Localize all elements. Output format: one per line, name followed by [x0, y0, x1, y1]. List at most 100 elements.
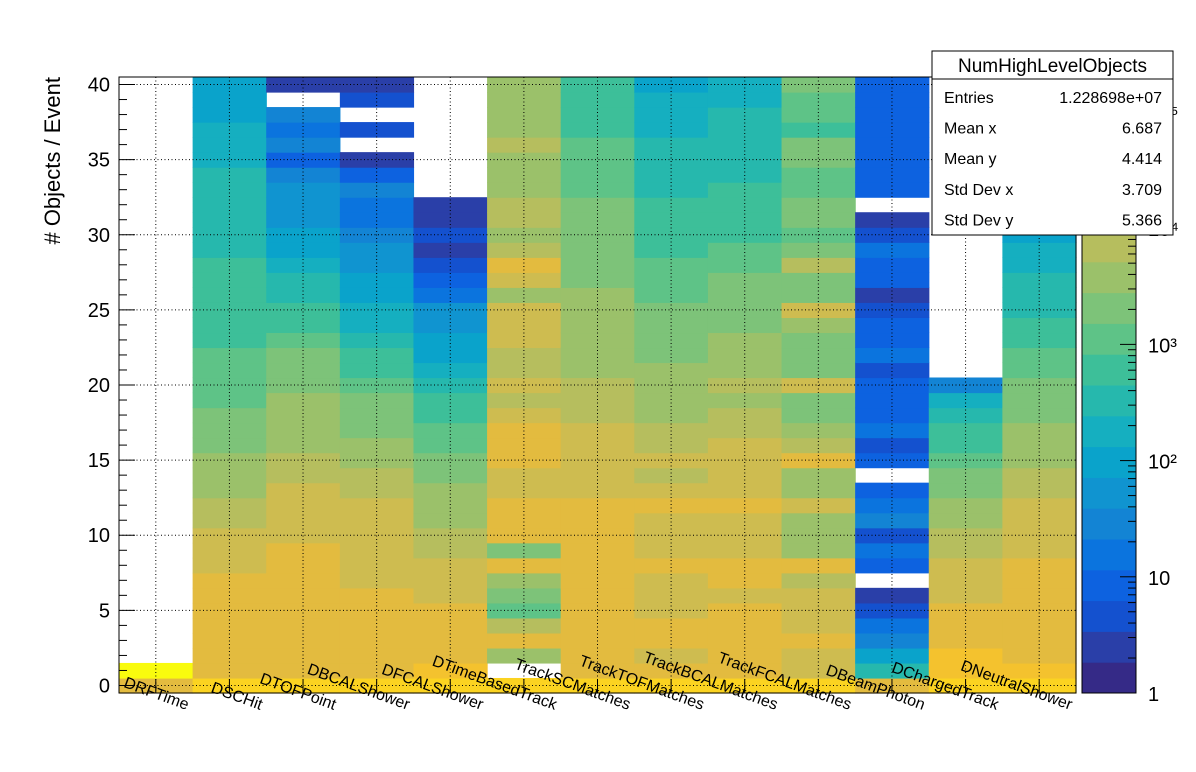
heatmap-cell — [266, 392, 341, 409]
heatmap-cell — [560, 287, 635, 303]
heatmap-cell — [855, 392, 930, 409]
heatmap-cell — [119, 662, 194, 679]
stats-row-value: 6.687 — [1122, 121, 1162, 138]
heatmap-cell — [487, 647, 562, 664]
heatmap-cell — [1002, 362, 1077, 379]
palette-segment — [1082, 323, 1136, 355]
heatmap-cell — [634, 602, 709, 619]
heatmap-cell — [707, 512, 783, 529]
heatmap-cell — [1002, 242, 1077, 258]
heatmap-cell — [928, 512, 1003, 529]
heatmap-cell — [634, 302, 709, 318]
heatmap-cell — [487, 392, 562, 409]
heatmap-cell — [855, 647, 930, 664]
palette-tick-label: 10 — [1148, 568, 1170, 590]
heatmap-cell — [707, 557, 783, 574]
stats-box: NumHighLevelObjects Entries 1.228698e+07 M… — [931, 50, 1174, 236]
heatmap-cell — [192, 167, 267, 183]
heatmap-cell — [781, 557, 856, 574]
heatmap-cell — [192, 467, 267, 484]
heatmap-cell — [1002, 662, 1077, 679]
heatmap-cell — [707, 617, 783, 634]
heatmap-cell — [634, 497, 709, 514]
heatmap-cell — [855, 287, 930, 303]
heatmap-cell — [487, 92, 562, 108]
heatmap-cell — [266, 467, 341, 484]
heatmap-cell — [266, 302, 341, 318]
heatmap-cell — [634, 422, 709, 439]
heatmap-cell — [339, 617, 415, 634]
heatmap-cell — [928, 602, 1003, 619]
heatmap-cell — [560, 392, 635, 409]
heatmap-cell — [339, 302, 415, 318]
heatmap-cell — [634, 392, 709, 409]
heatmap-cell — [634, 407, 709, 424]
heatmap-cell — [487, 542, 562, 559]
stats-row-value: 5.366 — [1122, 212, 1162, 229]
heatmap-cell — [634, 362, 709, 379]
palette-segment — [1082, 231, 1136, 263]
heatmap-cell — [855, 422, 930, 439]
heatmap-cell — [192, 662, 267, 679]
heatmap-cell — [487, 317, 562, 334]
heatmap-cell — [781, 137, 856, 153]
heatmap-cell — [634, 167, 709, 183]
heatmap-cell — [707, 407, 783, 424]
heatmap-cell — [413, 452, 488, 469]
heatmap-cell — [781, 92, 856, 108]
heatmap-cell — [487, 287, 562, 303]
heatmap-cell — [1002, 407, 1077, 424]
heatmap-cell — [560, 662, 635, 679]
heatmap-cell — [192, 107, 267, 123]
heatmap-cell — [928, 647, 1003, 664]
heatmap-cell — [560, 302, 635, 318]
heatmap-cell — [928, 422, 1003, 439]
heatmap-cell — [339, 167, 415, 183]
heatmap-cell — [339, 452, 415, 469]
heatmap-cell — [487, 467, 562, 484]
heatmap-cell — [855, 662, 930, 679]
heatmap-cell — [707, 212, 783, 228]
heatmap-cell — [266, 242, 341, 258]
heatmap-cell — [413, 602, 488, 619]
heatmap-cell — [855, 212, 930, 228]
heatmap-cell — [855, 107, 930, 123]
heatmap-cell — [634, 197, 709, 213]
heatmap-cell — [855, 617, 930, 634]
heatmap-cell — [266, 107, 341, 123]
heatmap-cell — [192, 257, 267, 273]
heatmap-cell — [634, 452, 709, 469]
stats-rows: Entries 1.228698e+07 Mean x 6.687 Mean y 4.41… — [944, 90, 1162, 229]
heatmap-cell — [1002, 497, 1077, 514]
heatmap-cell — [781, 662, 856, 679]
heatmap-cell — [1002, 617, 1077, 634]
heatmap-cell — [487, 242, 562, 258]
heatmap-cell — [855, 602, 930, 619]
heatmap-cell — [560, 452, 635, 469]
heatmap-cell — [781, 512, 856, 529]
heatmap-cell — [192, 572, 267, 589]
heatmap-cell — [487, 557, 562, 574]
heatmap-cell — [855, 347, 930, 364]
heatmap-cell — [781, 242, 856, 258]
heatmap-cell — [781, 362, 856, 379]
heatmap-cell — [707, 302, 783, 318]
palette-segment — [1082, 539, 1136, 571]
heatmap-cell — [339, 407, 415, 424]
heatmap-cell — [928, 497, 1003, 514]
heatmap-cell — [707, 497, 783, 514]
heatmap-cell — [560, 92, 635, 108]
heatmap-cell — [192, 152, 267, 168]
stats-box-frame — [931, 50, 1174, 236]
stats-row-value: 1.228698e+07 — [1059, 90, 1162, 107]
palette-tick-label: 10³ — [1148, 335, 1177, 357]
heatmap-cell — [855, 557, 930, 574]
palette-segment — [1082, 631, 1136, 663]
heatmap-cell — [560, 137, 635, 153]
heatmap-cell — [634, 212, 709, 228]
heatmap-cell — [560, 422, 635, 439]
heatmap-cell — [192, 137, 267, 153]
heatmap-cell — [855, 167, 930, 183]
heatmap-cell — [560, 347, 635, 364]
heatmap-cell — [413, 317, 488, 334]
